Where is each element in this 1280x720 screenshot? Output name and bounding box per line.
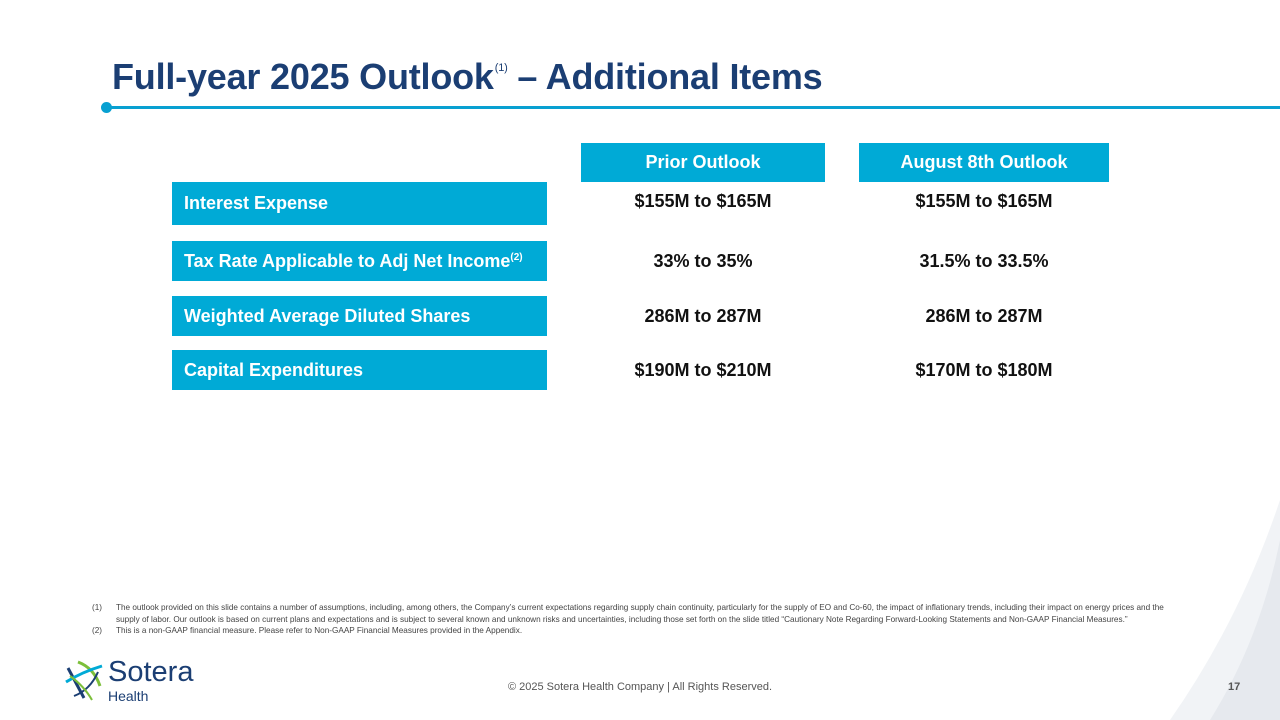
row-label-tax-rate: Tax Rate Applicable to Adj Net Income (2)	[172, 241, 547, 281]
page-number: 17	[1228, 681, 1241, 693]
footnote-2: (2) This is a non-GAAP financial measure…	[92, 625, 1172, 637]
title-footnote-marker: (1)	[494, 62, 508, 74]
logo-subtext: Health	[108, 688, 149, 704]
page-title: Full-year 2025 Outlook(1) – Additional I…	[112, 56, 823, 98]
title-text: Full-year 2025 Outlook	[112, 56, 494, 97]
footnote-text: This is a non-GAAP financial measure. Pl…	[116, 626, 523, 635]
row-label-text: Capital Expenditures	[184, 359, 364, 380]
sotera-mark-icon	[65, 660, 103, 701]
footnote-1: (1) The outlook provided on this slide c…	[92, 602, 1172, 625]
row-label-interest-expense: Interest Expense	[172, 182, 547, 225]
row-label-diluted-shares: Weighted Average Diluted Shares	[172, 296, 547, 336]
column-header-prior: Prior Outlook	[581, 143, 825, 182]
cell-capex-prior: $190M to $210M	[634, 359, 772, 380]
cell-interest-august: $155M to $165M	[915, 191, 1053, 211]
cell-shares-august: 286M to 287M	[925, 305, 1043, 326]
cell-shares-prior: 286M to 287M	[644, 305, 762, 326]
row-footnote-marker: (2)	[510, 251, 523, 263]
title-rule	[106, 106, 1280, 109]
logo-wordmark: Sotera	[108, 656, 194, 688]
row-label-text: Weighted Average Diluted Shares	[184, 305, 471, 326]
row-label-text: Interest Expense	[184, 193, 329, 213]
copyright: © 2025 Sotera Health Company | All Right…	[507, 681, 773, 693]
footnote-text: The outlook provided on this slide conta…	[116, 603, 1164, 624]
footnote-number: (2)	[92, 626, 103, 635]
sotera-health-logo: Sotera Health	[64, 656, 204, 706]
row-label-capex: Capital Expenditures	[172, 350, 547, 390]
cell-tax-rate-august: 31.5% to 33.5%	[919, 250, 1049, 271]
cell-tax-rate-prior: 33% to 35%	[653, 250, 753, 271]
title-suffix: – Additional Items	[507, 56, 823, 97]
column-header-august: August 8th Outlook	[859, 143, 1109, 182]
corner-swoosh-graphic	[1170, 500, 1280, 720]
cell-interest-prior: $155M to $165M	[634, 191, 772, 211]
cell-capex-august: $170M to $180M	[915, 359, 1053, 380]
footnote-number: (1)	[92, 603, 103, 612]
row-label-text: Tax Rate Applicable to Adj Net Income	[184, 250, 511, 271]
footnotes: (1) The outlook provided on this slide c…	[92, 602, 1172, 637]
